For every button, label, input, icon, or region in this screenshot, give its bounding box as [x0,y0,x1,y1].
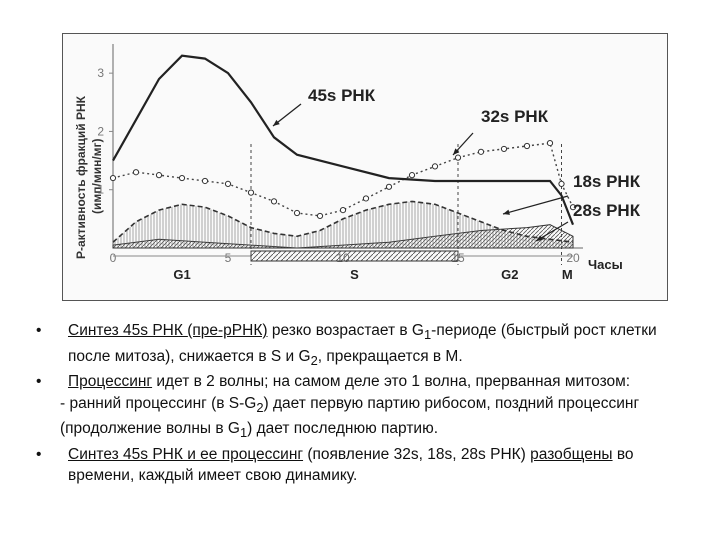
series-32s-point [316,212,324,220]
series-label-18s-arrow [502,195,569,215]
bullet-text: разобщены [530,445,613,463]
bullet-text: -периоде (быстрый рост клетки после мито… [68,322,657,365]
bullet-dot: • [36,322,42,339]
bullet-text: 1 [423,327,432,343]
bullet-text: идет в 2 волны; на самом деле это 1 волн… [152,373,631,391]
series-label-28s-arrowhead [536,235,543,241]
x-axis-label: Часы [588,257,623,272]
bullet-item: • Синтез 45s РНК (пре-рРНК) резко возраст… [30,320,690,371]
series-32s-point [546,139,554,147]
series-32s-point [132,169,140,176]
series-32s-point [500,145,508,153]
bullet-text: во времени, каждый имеет свою динамику. [68,445,634,485]
series-45s-line [112,54,575,226]
bullet-text: Синтез 45s РНК [68,322,188,339]
series-32s-point [224,180,232,187]
bullet-dot: • [36,445,42,463]
series-32s-point [339,207,347,214]
phase-label-G2: G2 [501,267,518,282]
series-32s-point [109,174,117,182]
series-32s-point [201,177,209,185]
series-32s-point [523,142,531,150]
series-label-28s: 28s РНК [573,201,641,220]
series-label-32s: 32s РНК [481,107,549,126]
series-32s-point [362,195,370,202]
y-axis-label-group: Р-активность фракций РНК (имп/мин/мг) [74,95,104,259]
series-label-45s: 45s РНК [308,86,376,105]
y-tick-label-1: 1 [97,183,104,197]
series-32s-point [385,183,393,190]
series-label-18s: 18s РНК [573,172,641,191]
phase-bar-S [250,250,459,262]
bullet-dot: • [36,373,42,391]
x-tick-label-5: 5 [225,251,232,265]
series-label-45s-arrowhead [273,119,280,126]
chart-svg: Р-активность фракций РНК (имп/мин/мг) 1 2… [74,44,641,282]
bullet-item: • Процессинг идет в 2 волны; на самом дел… [30,371,690,393]
series-32s-point [293,209,301,217]
series-32s-point [454,154,462,161]
series-32s-point [569,204,577,211]
y-tick-label-3: 3 [97,66,104,80]
bullet-text: - ранний процессинг (в S-G [60,394,257,412]
series-32s-point [558,180,565,187]
y-axis-label-line1: Р-активность фракций РНК [74,95,88,259]
y-tick-label-2: 2 [97,124,104,138]
bullet-list: • Синтез 45s РНК (пре-рРНК) резко возраст… [30,320,690,487]
series-32s-point [408,172,416,179]
chart-figure: Р-активность фракций РНК (имп/мин/мг) 1 2… [62,33,668,301]
series-32s-point [477,148,485,155]
bullet-subitem: - ранний процессинг (в S-G2) дает первую… [30,393,690,444]
bullet-text: , прекращается в M. [317,347,463,365]
bullet-text: 2 [310,352,318,368]
phase-label-S: S [350,267,359,282]
bullet-item: • Синтез 45s РНК и ее процессинг (появлен… [30,444,690,487]
bullet-text: резко возрастает в G [267,322,424,339]
bullet-text: 1 [239,425,248,441]
series-32s-point [247,189,255,196]
bullet-text: (появление 32s, 18s, 28s РНК) [303,445,531,463]
series-32s-line [112,142,574,217]
series-32s-point [178,174,186,182]
phase-label-G1: G1 [173,267,190,282]
bullet-text: Процессинг [68,373,153,391]
bullet-text: 2 [256,399,264,415]
bullet-text: Синтез 45s РНК и ее процессинг [68,445,304,463]
series-32s-point [431,163,439,170]
series-18s-line [112,200,574,243]
bullet-text: ) дает последнюю партию. [247,420,439,438]
series-32s-point [270,198,278,205]
series-label-32s-arrowhead [453,148,460,155]
series-32s-point [155,172,163,179]
y-axis-label-line2: (имп/мин/мг) [90,138,104,214]
series-label-18s-arrowhead [503,209,510,215]
x-tick-label-0: 0 [110,251,117,265]
x-tick-label-20: 20 [566,251,580,265]
bullet-text: (пре-рРНК) [187,322,268,339]
phase-label-M: M [562,267,573,282]
bullet-text: ) дает первую партию рибосом, поздний пр… [60,394,640,438]
